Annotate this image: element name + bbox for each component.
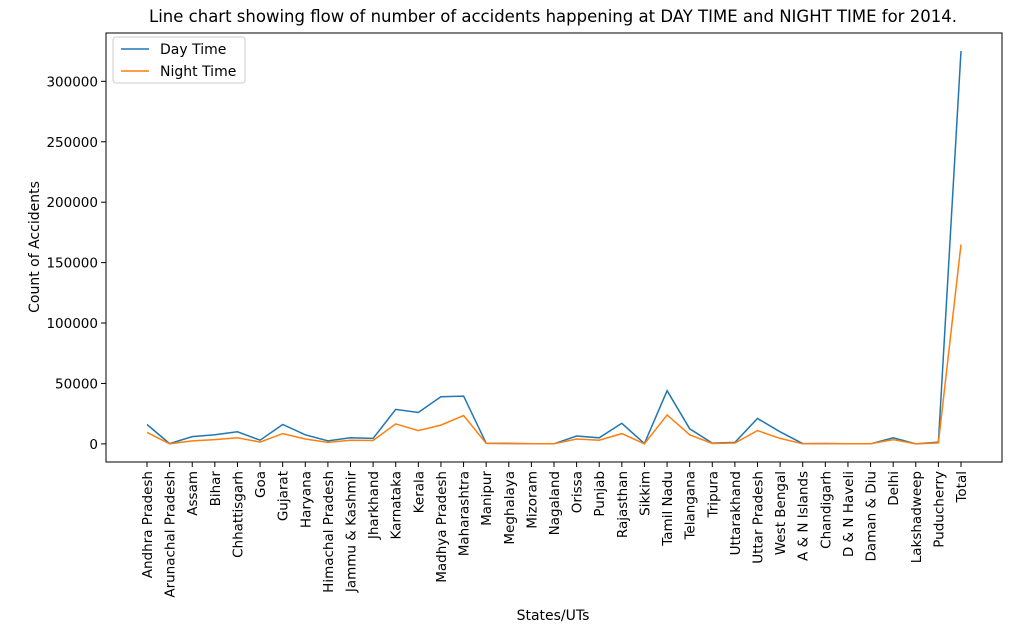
x-tick-label: Sikkim: [637, 471, 653, 516]
x-tick-label: Total: [954, 471, 970, 504]
y-tick-label: 100000: [46, 316, 98, 332]
x-tick-label: Gujarat: [276, 471, 292, 521]
x-tick-label: Chhattisgarh: [230, 471, 246, 558]
x-tick-label: Tamil Nadu: [660, 471, 676, 547]
legend: Day Time Night Time: [112, 36, 246, 84]
x-tick-label: West Bengal: [773, 471, 789, 555]
x-tick-label: Chandigarh: [818, 471, 834, 549]
x-tick-label: Daman & Diu: [864, 471, 880, 561]
plot-area: [105, 32, 1003, 463]
x-tick-label: A & N Islands: [796, 471, 812, 561]
y-tick-label: 50000: [55, 376, 98, 392]
x-axis-label: States/UTs: [517, 608, 590, 624]
x-tick-label: Jammu & Kashmir: [344, 471, 360, 594]
y-axis-label: Count of Accidents: [27, 181, 43, 313]
x-tick-label: Andhra Pradesh: [140, 471, 156, 578]
x-tick-label: Delhi: [886, 471, 902, 506]
x-tick-label: Nagaland: [547, 471, 563, 535]
series-lines: [146, 51, 962, 445]
y-tick-label: 150000: [46, 256, 98, 272]
x-tick-label: Manipur: [479, 471, 495, 526]
chart-title: Line chart showing flow of number of acc…: [149, 7, 957, 26]
y-tick-label: 300000: [46, 74, 98, 90]
x-tick-label: Arunachal Pradesh: [163, 471, 179, 598]
x-tick-label: Kerala: [411, 471, 427, 513]
x-tick-label: Lakshadweep: [909, 471, 925, 563]
y-tick-label: 0: [89, 437, 98, 453]
x-tick-label: Meghalaya: [502, 471, 518, 545]
series-line-night-time: [146, 244, 962, 445]
y-tick-label: 200000: [46, 195, 98, 211]
x-tick-label: Himachal Pradesh: [321, 471, 337, 593]
x-tick-label: Rajasthan: [615, 471, 631, 538]
x-tick-label: Maharashtra: [457, 471, 473, 556]
x-tick-label: Haryana: [298, 471, 314, 528]
y-axis: 0 50000 100000 150000 200000 250000 300000: [46, 74, 106, 453]
x-tick-label: D & N Haveli: [841, 471, 857, 557]
series-line-day-time: [146, 51, 962, 445]
y-tick-label: 250000: [46, 135, 98, 151]
x-tick-label: Bihar: [208, 471, 224, 507]
x-tick-label: Puducherry: [931, 471, 947, 548]
x-tick-label: Telangana: [683, 471, 699, 541]
legend-label: Day Time: [160, 42, 226, 58]
x-axis: Andhra Pradesh Arunachal Pradesh Assam Biha…: [140, 462, 970, 598]
x-tick-label: Punjab: [592, 471, 608, 517]
x-tick-label: Karnataka: [389, 471, 405, 539]
x-tick-label: Tripura: [705, 471, 721, 519]
x-tick-label: Uttar Pradesh: [751, 471, 767, 564]
x-tick-label: Mizoram: [524, 471, 540, 529]
legend-label: Night Time: [160, 64, 236, 80]
x-tick-label: Uttarakhand: [728, 471, 744, 555]
x-tick-label: Orissa: [570, 471, 586, 513]
x-tick-label: Goa: [253, 471, 269, 498]
x-tick-label: Madhya Pradesh: [434, 471, 450, 583]
x-tick-label: Assam: [185, 471, 201, 516]
x-tick-label: Jharkhand: [366, 471, 382, 540]
